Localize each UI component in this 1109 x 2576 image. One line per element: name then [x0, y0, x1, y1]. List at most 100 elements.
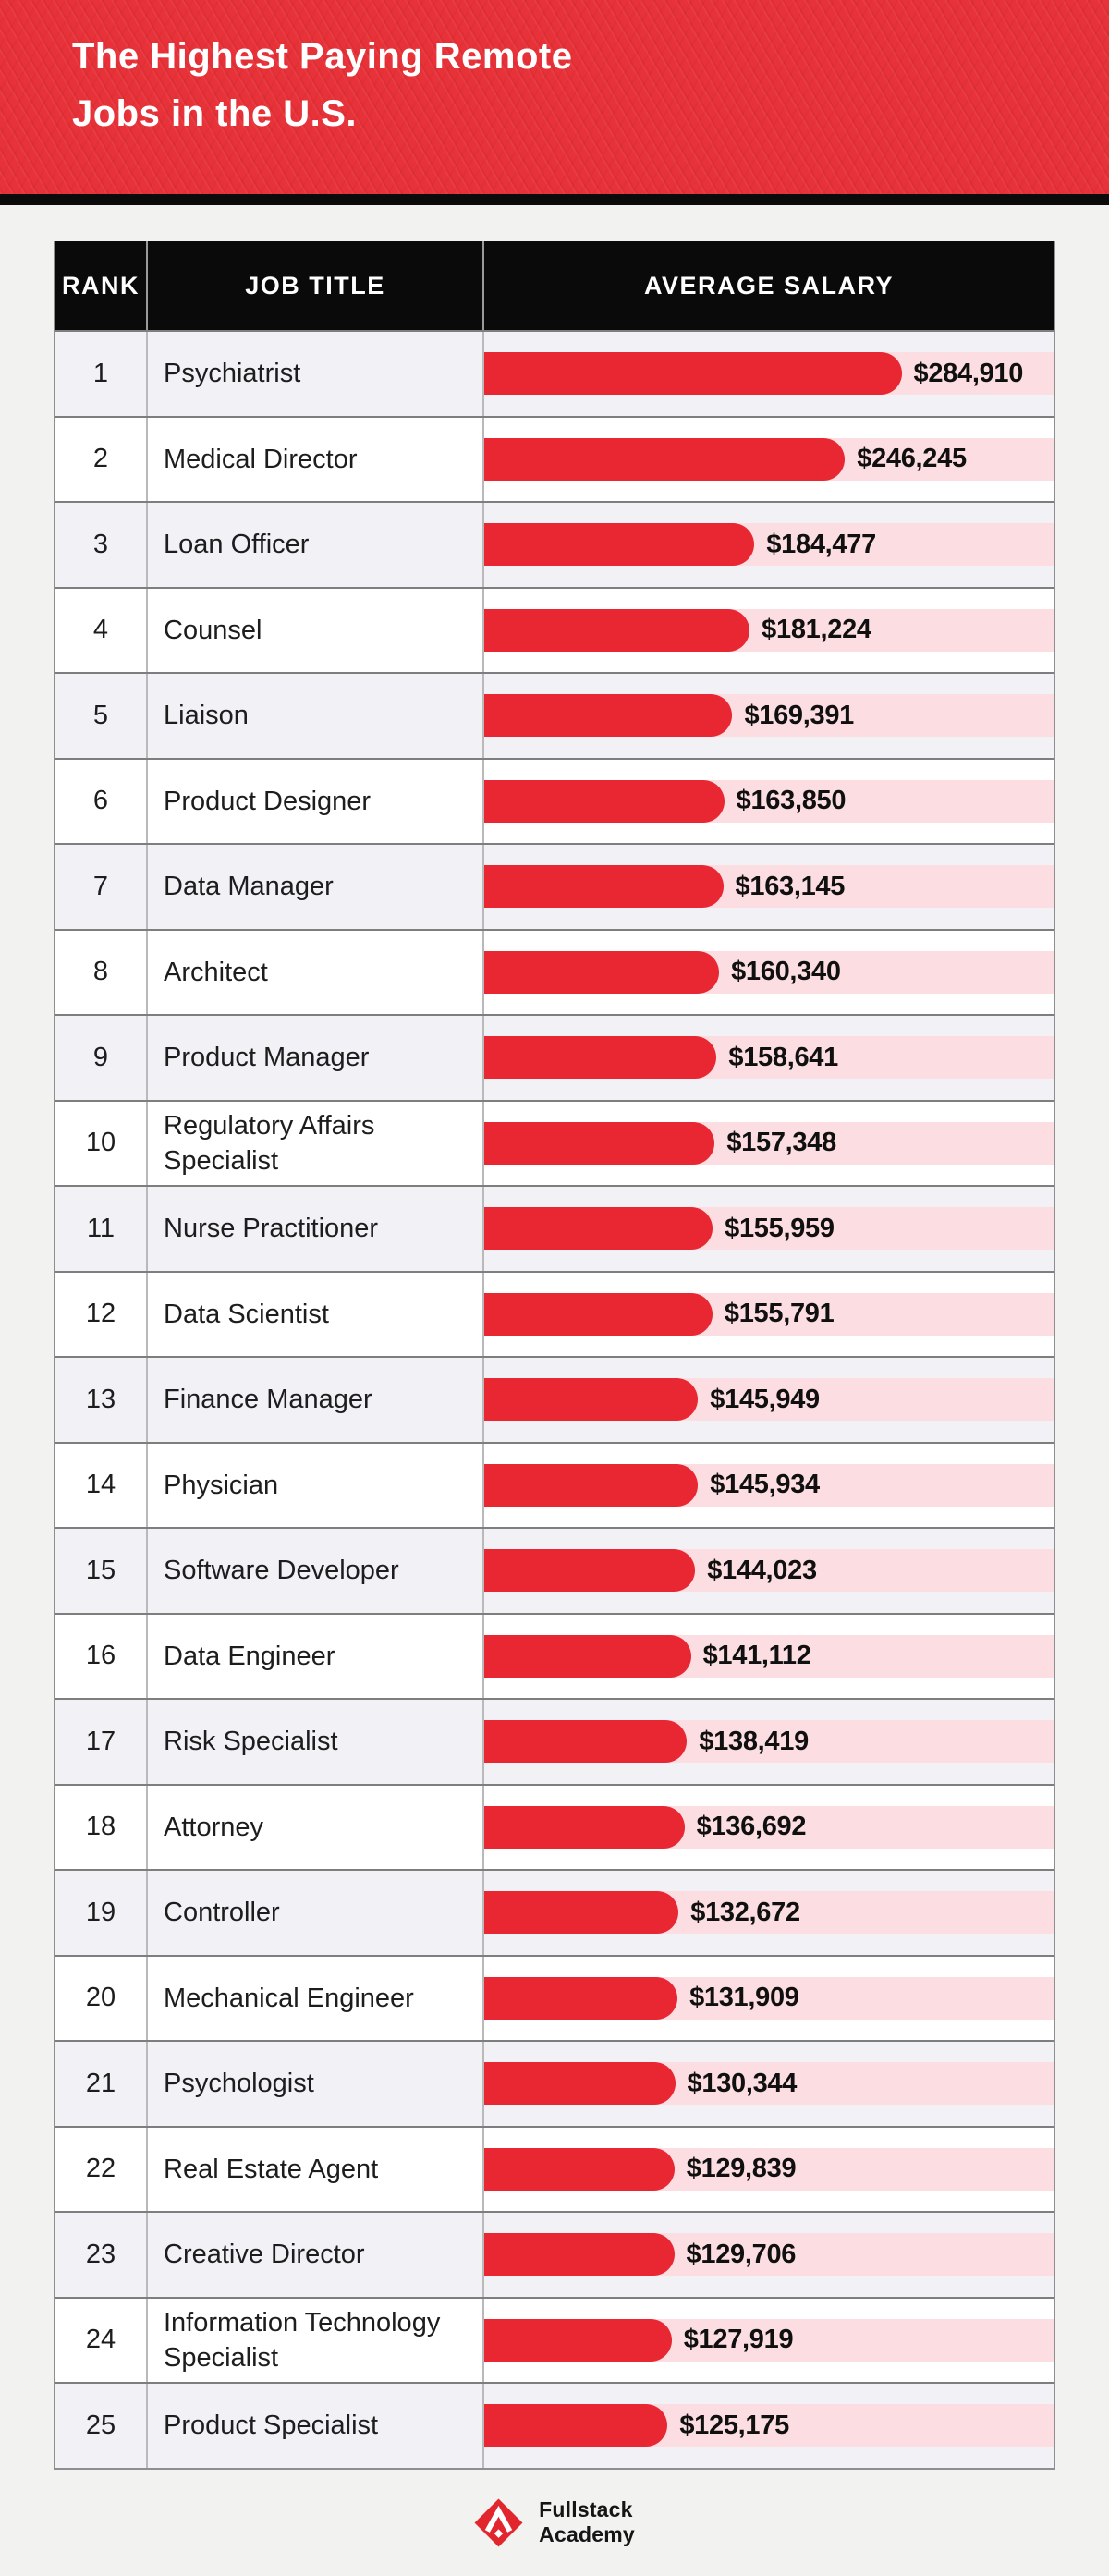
salary-bar [484, 1891, 679, 1935]
job-title-cell: Architect [148, 930, 484, 1014]
rank-cell: 20 [55, 1956, 148, 2040]
salary-bar-track: $141,112 [484, 1634, 1054, 1678]
rank-cell: 22 [55, 2127, 148, 2211]
salary-value-label: $163,145 [735, 871, 846, 901]
salary-value-label: $125,175 [679, 2410, 789, 2440]
salary-cell: $138,419 [484, 1700, 1054, 1784]
rank-cell: 7 [55, 845, 148, 929]
rank-cell: 25 [55, 2384, 148, 2468]
salary-cell: $144,023 [484, 1529, 1054, 1613]
salary-bar [484, 437, 846, 481]
salary-cell: $184,477 [484, 503, 1054, 587]
job-title-cell: Real Estate Agent [148, 2127, 484, 2211]
table-row: 4 Counsel $181,224 [55, 586, 1054, 673]
job-title-cell: Loan Officer [148, 503, 484, 587]
salary-bar-track: $158,641 [484, 1036, 1054, 1080]
salary-cell: $129,706 [484, 2213, 1054, 2297]
salary-cell: $155,791 [484, 1273, 1054, 1357]
salary-cell: $181,224 [484, 589, 1054, 673]
salary-value-label: $129,839 [686, 2154, 797, 2184]
salary-cell: $141,112 [484, 1615, 1054, 1699]
salary-value-label: $184,477 [766, 529, 876, 559]
salary-value-label: $158,641 [728, 1042, 838, 1072]
salary-bar [484, 1292, 713, 1336]
page-title: The Highest Paying Remote Jobs in the U.… [72, 28, 1109, 142]
rank-cell: 1 [55, 332, 148, 416]
salary-bar-track: $184,477 [484, 523, 1054, 567]
table-row: 17 Risk Specialist $138,419 [55, 1698, 1054, 1784]
salary-cell: $155,959 [484, 1187, 1054, 1271]
job-title-cell: Risk Specialist [148, 1700, 484, 1784]
table-row: 2 Medical Director $246,245 [55, 415, 1054, 502]
rank-cell: 10 [55, 1101, 148, 1185]
salary-bar [484, 1121, 715, 1165]
job-title-cell: Medical Director [148, 417, 484, 501]
job-title-cell: Counsel [148, 588, 484, 672]
job-title-cell: Creative Director [148, 2213, 484, 2297]
job-title-cell: Data Manager [148, 845, 484, 929]
salary-bar [484, 2318, 672, 2362]
salary-bar-track: $132,672 [484, 1891, 1054, 1935]
rank-cell: 3 [55, 503, 148, 587]
salary-bar [484, 1805, 685, 1849]
salary-bar-track: $157,348 [484, 1121, 1054, 1165]
salary-bar [484, 2062, 676, 2106]
table-row: 13 Finance Manager $145,949 [55, 1356, 1054, 1442]
salary-bar-track: $125,175 [484, 2404, 1054, 2448]
footer-logo-line2: Academy [539, 2522, 635, 2546]
salary-value-label: $157,348 [726, 1128, 836, 1158]
salary-table: RANK JOB TITLE AVERAGE SALARY 1 Psychiat… [54, 241, 1055, 2470]
column-header-rank: RANK [55, 241, 148, 330]
table-row: 15 Software Developer $144,023 [55, 1527, 1054, 1613]
table-row: 11 Nurse Practitioner $155,959 [55, 1185, 1054, 1271]
rank-cell: 11 [55, 1187, 148, 1271]
salary-bar-track: $138,419 [484, 1720, 1054, 1764]
salary-value-label: $129,706 [686, 2239, 797, 2269]
table-header-row: RANK JOB TITLE AVERAGE SALARY [55, 241, 1054, 330]
column-header-job-title: JOB TITLE [148, 241, 484, 330]
table-row: 14 Physician $145,934 [55, 1441, 1054, 1527]
rank-cell: 8 [55, 930, 148, 1014]
salary-cell: $145,949 [484, 1358, 1054, 1442]
salary-bar [484, 1036, 717, 1080]
salary-cell: $136,692 [484, 1786, 1054, 1870]
job-title-cell: Data Scientist [148, 1272, 484, 1356]
salary-cell: $160,340 [484, 931, 1054, 1015]
salary-bar-track: $136,692 [484, 1805, 1054, 1849]
job-title-cell: Psychologist [148, 2042, 484, 2126]
salary-value-label: $131,909 [689, 1983, 799, 2013]
salary-cell: $246,245 [484, 418, 1054, 502]
salary-value-label: $136,692 [696, 1812, 807, 1842]
salary-cell: $125,175 [484, 2384, 1054, 2468]
salary-bar [484, 1720, 688, 1764]
rank-cell: 17 [55, 1700, 148, 1784]
salary-bar-track: $169,391 [484, 694, 1054, 738]
rank-cell: 12 [55, 1272, 148, 1356]
salary-value-label: $160,340 [731, 957, 841, 987]
job-title-cell: Finance Manager [148, 1358, 484, 1442]
salary-bar [484, 523, 755, 567]
job-title-cell: Psychiatrist [148, 332, 484, 416]
job-title-cell: Attorney [148, 1785, 484, 1869]
table-row: 5 Liaison $169,391 [55, 672, 1054, 758]
page-title-line1: The Highest Paying Remote [72, 36, 573, 77]
salary-value-label: $145,934 [710, 1470, 820, 1500]
salary-bar [484, 1549, 696, 1593]
rank-cell: 5 [55, 674, 148, 758]
job-title-cell: Controller [148, 1871, 484, 1955]
salary-cell: $169,391 [484, 674, 1054, 758]
salary-cell: $131,909 [484, 1957, 1054, 2041]
salary-bar-track: $160,340 [484, 950, 1054, 994]
salary-bar [484, 608, 750, 652]
table-row: 3 Loan Officer $184,477 [55, 501, 1054, 587]
table-row: 1 Psychiatrist $284,910 [55, 330, 1054, 416]
job-title-cell: Data Engineer [148, 1614, 484, 1698]
table-row: 23 Creative Director $129,706 [55, 2211, 1054, 2297]
rank-cell: 18 [55, 1785, 148, 1869]
salary-cell: $163,850 [484, 760, 1054, 844]
rank-cell: 9 [55, 1016, 148, 1100]
salary-bar-track: $144,023 [484, 1549, 1054, 1593]
salary-bar-track: $145,949 [484, 1378, 1054, 1422]
salary-value-label: $169,391 [744, 700, 854, 730]
header-divider [0, 194, 1109, 205]
